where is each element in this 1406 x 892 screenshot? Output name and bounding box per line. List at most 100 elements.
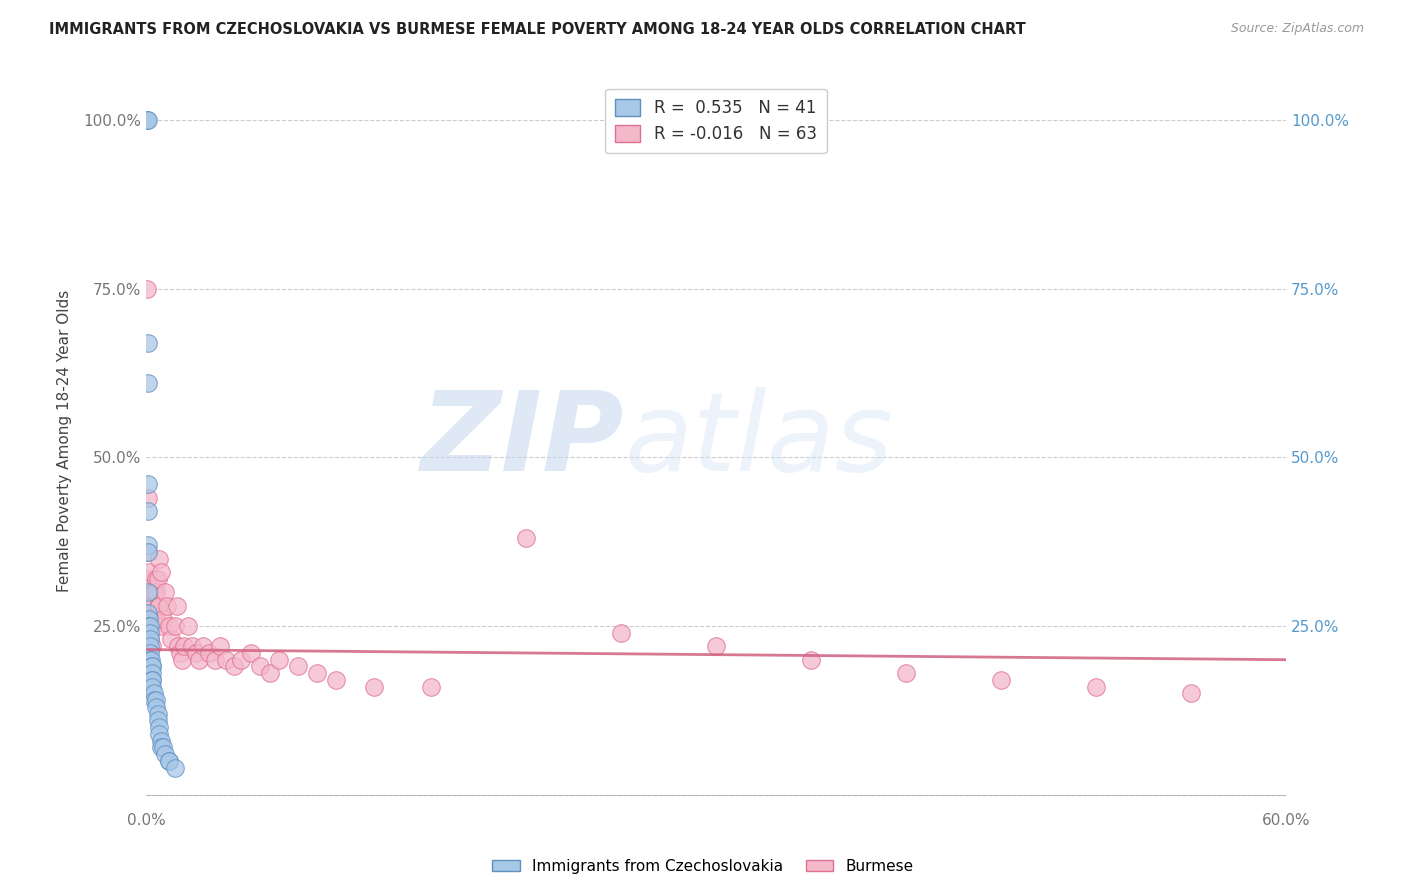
Point: [156, 599, 179, 613]
Point: [163, 619, 186, 633]
Point: [136, 113, 159, 128]
Point: [239, 646, 262, 660]
Point: [146, 714, 169, 728]
Point: [139, 653, 162, 667]
Point: [610, 625, 633, 640]
Point: [139, 632, 162, 647]
Point: [222, 659, 245, 673]
Point: [204, 653, 226, 667]
Point: [145, 693, 167, 707]
Point: [150, 733, 173, 747]
Point: [139, 646, 162, 660]
Point: [139, 606, 162, 620]
Point: [166, 599, 188, 613]
Point: [141, 639, 163, 653]
Point: [138, 612, 160, 626]
Point: [363, 680, 385, 694]
Point: [136, 606, 159, 620]
Point: [136, 376, 159, 391]
Point: [141, 673, 163, 687]
Point: [136, 113, 159, 128]
Point: [141, 659, 163, 673]
Point: [139, 619, 162, 633]
Point: [150, 740, 173, 755]
Point: [180, 639, 202, 653]
Point: [215, 653, 238, 667]
Point: [136, 335, 159, 350]
Point: [141, 619, 163, 633]
Point: [136, 477, 159, 491]
Point: [198, 646, 221, 660]
Point: [894, 666, 917, 681]
Text: atlas: atlas: [624, 387, 893, 494]
Point: [145, 572, 167, 586]
Point: [150, 619, 173, 633]
Point: [138, 599, 160, 613]
Point: [145, 700, 167, 714]
Point: [148, 599, 170, 613]
Point: [141, 599, 163, 613]
Point: [167, 639, 190, 653]
Point: [141, 680, 163, 694]
Point: [142, 693, 165, 707]
Point: [287, 659, 309, 673]
Text: Source: ZipAtlas.com: Source: ZipAtlas.com: [1230, 22, 1364, 36]
Point: [139, 619, 162, 633]
Point: [163, 761, 186, 775]
Point: [145, 612, 167, 626]
Point: [153, 585, 176, 599]
Point: [153, 747, 176, 761]
Point: [1085, 680, 1108, 694]
Point: [146, 572, 169, 586]
Point: [259, 666, 281, 681]
Text: IMMIGRANTS FROM CZECHOSLOVAKIA VS BURMESE FEMALE POVERTY AMONG 18-24 YEAR OLDS C: IMMIGRANTS FROM CZECHOSLOVAKIA VS BURMES…: [49, 22, 1026, 37]
Point: [209, 639, 232, 653]
Point: [157, 754, 180, 768]
Point: [184, 646, 207, 660]
Text: ZIP: ZIP: [422, 387, 624, 494]
Point: [136, 491, 159, 505]
Point: [148, 551, 170, 566]
Point: [141, 673, 163, 687]
Point: [157, 619, 180, 633]
Point: [160, 632, 183, 647]
Point: [141, 659, 163, 673]
Point: [148, 727, 170, 741]
Point: [142, 612, 165, 626]
Point: [139, 632, 162, 647]
Point: [139, 653, 162, 667]
Point: [704, 639, 727, 653]
Point: [515, 531, 537, 545]
Point: [145, 585, 167, 599]
Point: [146, 599, 169, 613]
Point: [188, 653, 211, 667]
Point: [141, 666, 163, 681]
Point: [136, 545, 159, 559]
Point: [231, 653, 253, 667]
Point: [152, 740, 174, 755]
Legend: R =  0.535   N = 41, R = -0.016   N = 63: R = 0.535 N = 41, R = -0.016 N = 63: [606, 88, 827, 153]
Point: [136, 504, 159, 518]
Y-axis label: Female Poverty Among 18-24 Year Olds: Female Poverty Among 18-24 Year Olds: [58, 289, 72, 591]
Point: [142, 686, 165, 700]
Point: [136, 113, 159, 128]
Point: [136, 585, 159, 599]
Point: [177, 619, 200, 633]
Point: [138, 565, 160, 579]
Point: [191, 639, 214, 653]
Legend: Immigrants from Czechoslovakia, Burmese: Immigrants from Czechoslovakia, Burmese: [486, 853, 920, 880]
Point: [800, 653, 823, 667]
Point: [139, 625, 162, 640]
Point: [307, 666, 329, 681]
Point: [269, 653, 291, 667]
Point: [173, 639, 195, 653]
Point: [136, 572, 159, 586]
Point: [142, 585, 165, 599]
Point: [152, 612, 174, 626]
Point: [249, 659, 271, 673]
Point: [172, 653, 194, 667]
Point: [148, 720, 170, 734]
Point: [136, 282, 159, 296]
Point: [169, 646, 191, 660]
Point: [139, 639, 162, 653]
